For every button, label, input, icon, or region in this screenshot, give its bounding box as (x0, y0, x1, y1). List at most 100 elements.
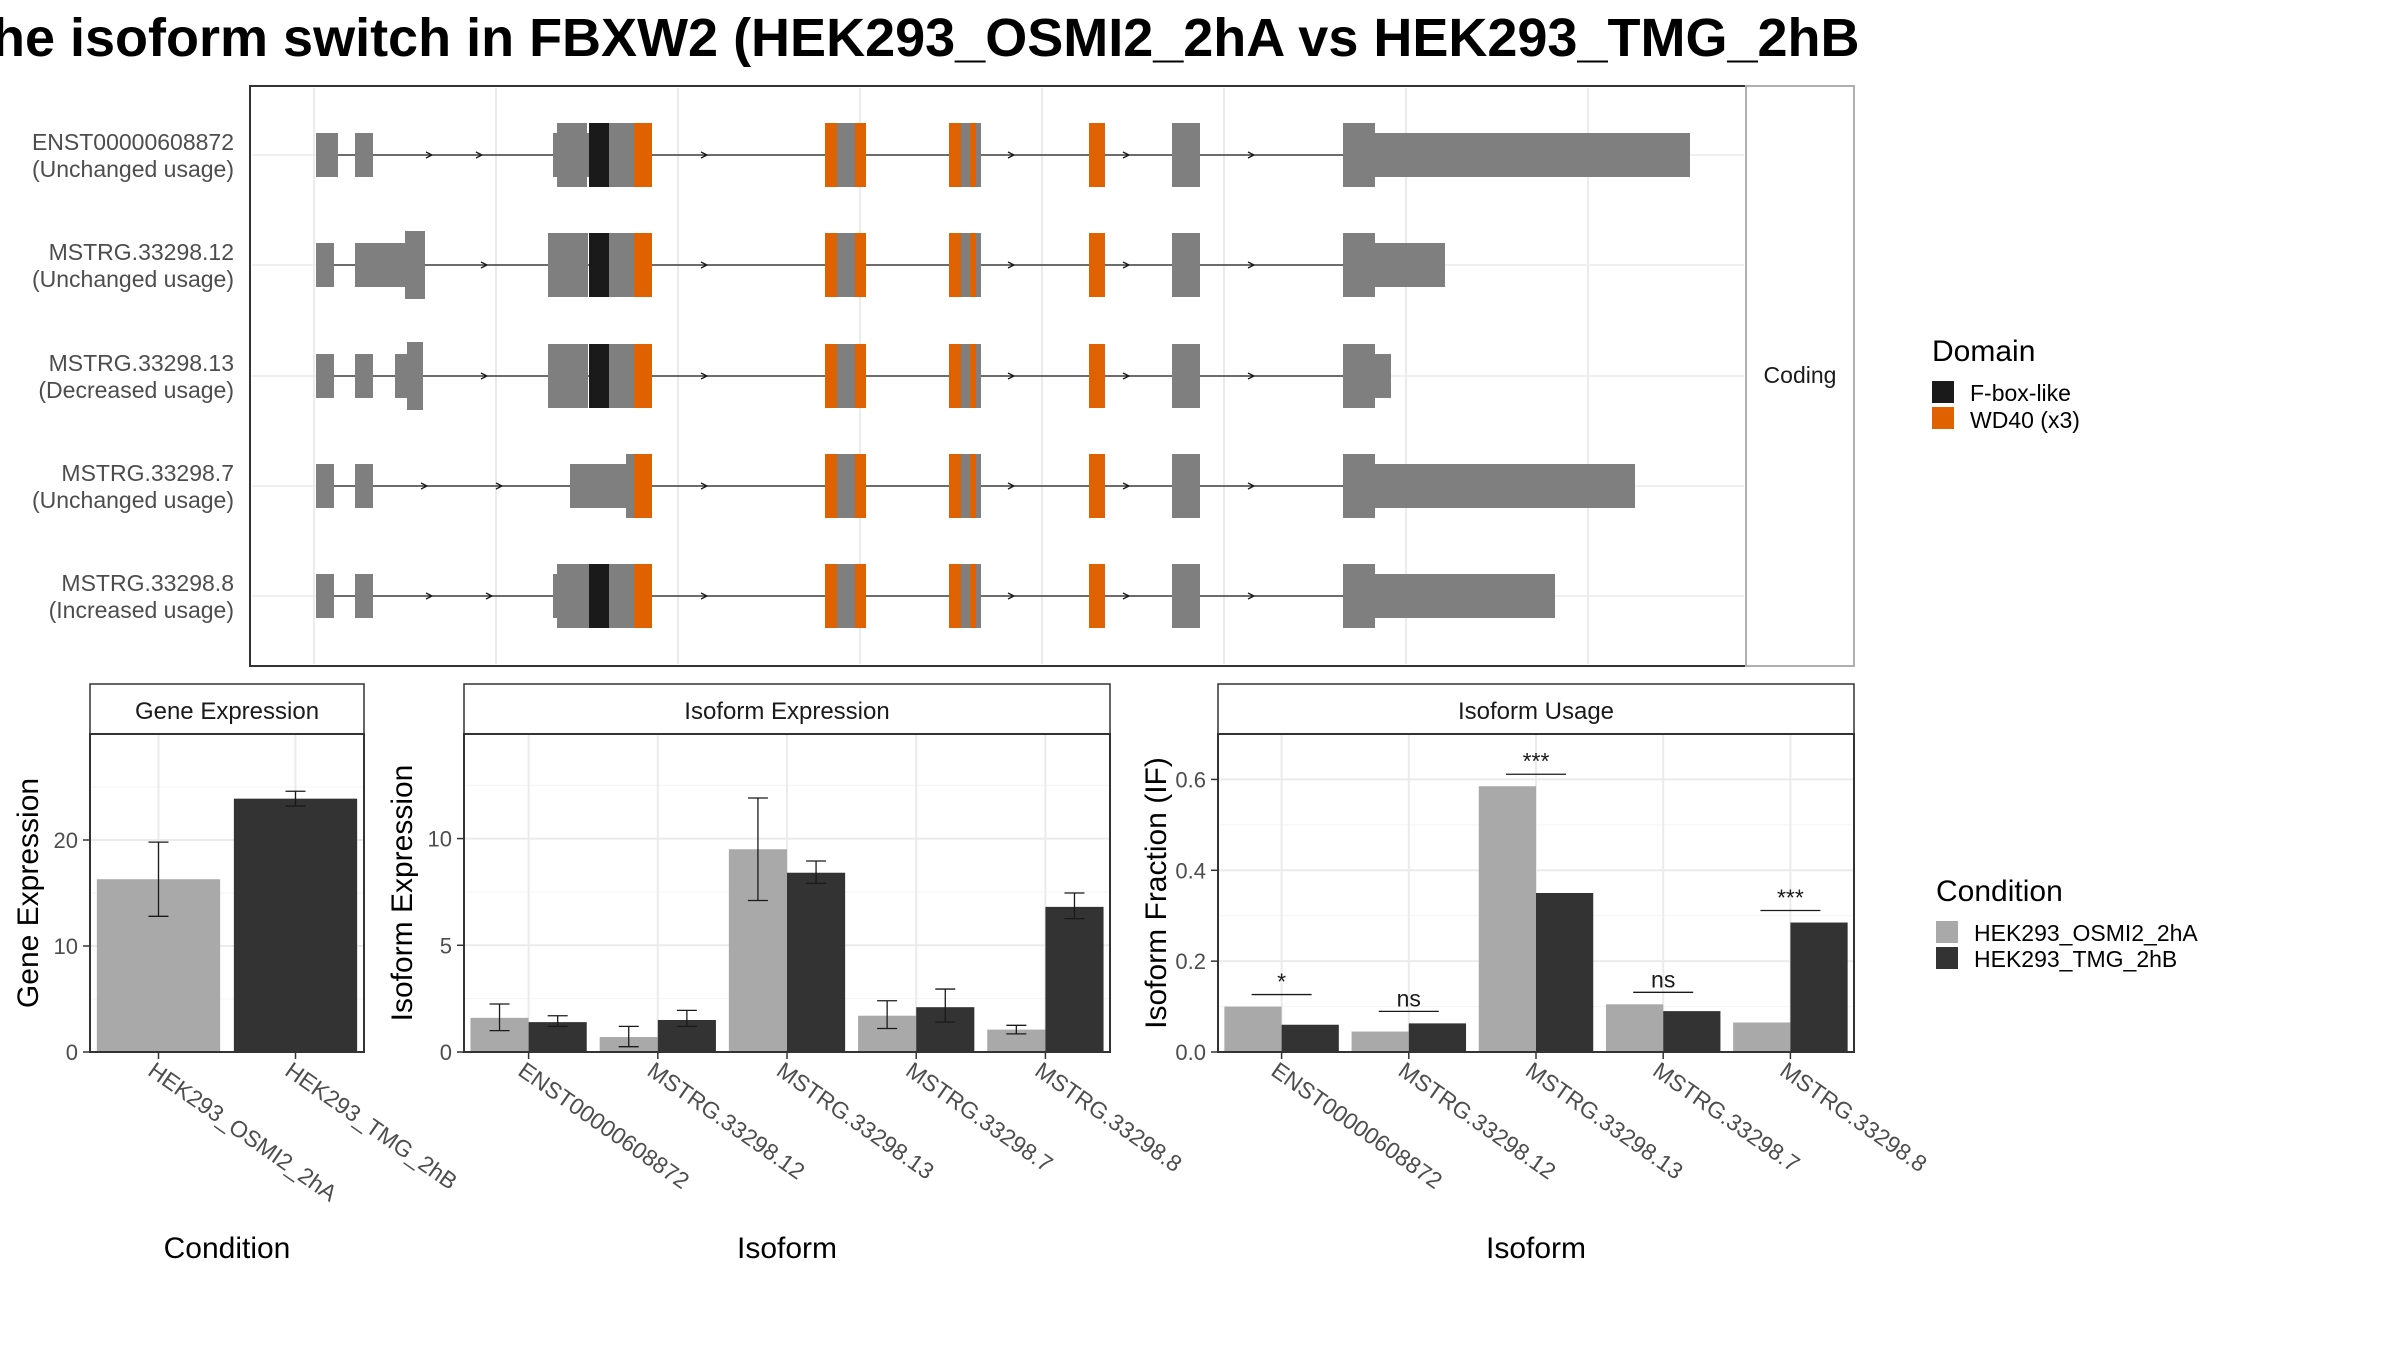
direction-arrow (1122, 151, 1131, 159)
exon (355, 464, 373, 508)
y-tick-label: 10 (428, 827, 452, 852)
panel-strip (463, 683, 1111, 735)
domain-legend-key-fbox (1932, 381, 1954, 403)
bar (1605, 1004, 1664, 1052)
bar (1408, 1023, 1467, 1052)
exon (316, 354, 334, 398)
direction-arrow (1247, 261, 1256, 269)
panel-strip-label: Isoform Usage (1458, 698, 1614, 725)
condition-legend-key-b (1936, 947, 1958, 969)
wd40-domain (1089, 344, 1105, 408)
direction-arrow (1007, 372, 1016, 380)
wd40-domain (634, 564, 652, 628)
y-axis-title: Isoform Fraction (IF) (1140, 757, 1173, 1029)
wd40-domain (1089, 123, 1105, 187)
direction-arrow (700, 592, 709, 600)
exon (1343, 564, 1375, 628)
direction-arrow (700, 261, 709, 269)
direction-arrow (1247, 482, 1256, 490)
exon (548, 344, 588, 408)
condition-legend: Condition HEK293_OSMI2_2hA HEK293_TMG_2h… (1936, 875, 2198, 972)
wd40-domain (949, 344, 961, 408)
exon (609, 233, 637, 297)
condition-legend-title: Condition (1936, 875, 2063, 908)
transcript-usage-label: (Unchanged usage) (32, 266, 234, 292)
direction-arrow (1007, 482, 1016, 490)
coding-strip (1745, 85, 1855, 667)
domain-legend-label-wd40: WD40 (x3) (1970, 407, 2080, 433)
direction-arrow (1007, 592, 1016, 600)
bar (987, 1029, 1046, 1052)
transcript-track (316, 454, 1635, 518)
y-tick-label: 0 (66, 1040, 78, 1065)
exon (1375, 354, 1391, 398)
bar (1045, 906, 1104, 1052)
direction-arrow (1247, 372, 1256, 380)
bar (1351, 1031, 1409, 1052)
exon (405, 231, 425, 299)
direction-arrow (1122, 372, 1131, 380)
direction-arrow (475, 151, 484, 159)
exon (570, 464, 626, 508)
bar (1281, 1024, 1339, 1052)
fbox-domain (589, 123, 609, 187)
domain-legend-key-wd40 (1932, 407, 1954, 429)
exon (1172, 233, 1200, 297)
direction-arrow (1007, 151, 1016, 159)
domain-legend-title: Domain (1932, 335, 2035, 368)
exon (316, 133, 338, 177)
exon (1343, 123, 1375, 187)
y-tick-label: 0.2 (1175, 949, 1206, 974)
transcript-id-label: ENST00000608872 (32, 129, 234, 155)
exon (316, 464, 334, 508)
panel-strip (1217, 683, 1855, 735)
domain-legend-label-fbox: F-box-like (1970, 380, 2071, 406)
transcript-id-label: MSTRG.33298.7 (61, 460, 234, 486)
y-tick-label: 10 (54, 934, 78, 959)
direction-arrow (480, 372, 489, 380)
transcript-labels: ENST00000608872(Unchanged usage)MSTRG.33… (32, 129, 234, 623)
significance-label: * (1277, 969, 1286, 995)
exon (1375, 574, 1555, 618)
exon (609, 123, 637, 187)
wd40-domain (825, 233, 837, 297)
y-tick-label: 0 (440, 1040, 452, 1065)
transcript-usage-label: (Unchanged usage) (32, 487, 234, 513)
transcript-track (316, 123, 1690, 187)
direction-arrow (485, 592, 494, 600)
exon (316, 243, 334, 287)
direction-arrow (425, 592, 434, 600)
isoform-usage-panel: Isoform Usage*ns***ns***0.00.20.40.6ENST… (1140, 683, 1932, 1265)
x-axis-title: Condition (164, 1232, 291, 1265)
exon (557, 123, 587, 187)
exon (355, 354, 373, 398)
fbox-domain (589, 344, 609, 408)
bar (1536, 893, 1594, 1052)
direction-arrow (420, 482, 429, 490)
wd40-domain (1089, 564, 1105, 628)
condition-legend-key-a (1936, 921, 1958, 943)
direction-arrow (1122, 261, 1131, 269)
structure-panel: ENST00000608872(Unchanged usage)MSTRG.33… (32, 85, 1855, 667)
transcript-id-label: MSTRG.33298.13 (49, 350, 234, 376)
bar (1733, 1022, 1791, 1052)
wd40-domain (855, 564, 866, 628)
domain-legend: Domain F-box-like WD40 (x3) (1932, 335, 2080, 433)
transcript-usage-label: (Increased usage) (49, 597, 234, 623)
exon (1343, 233, 1375, 297)
wd40-domain (970, 564, 976, 628)
wd40-domain (949, 123, 961, 187)
transcript-track (316, 564, 1555, 628)
exon (609, 344, 637, 408)
condition-legend-label-b: HEK293_TMG_2hB (1974, 946, 2177, 972)
wd40-domain (970, 123, 976, 187)
direction-arrow (1247, 592, 1256, 600)
wd40-domain (634, 344, 652, 408)
fbox-domain (589, 564, 609, 628)
wd40-domain (949, 454, 961, 518)
bar (787, 872, 846, 1052)
wd40-domain (1089, 233, 1105, 297)
wd40-domain (634, 123, 652, 187)
panel-strip-label: Isoform Expression (684, 698, 889, 725)
y-tick-label: 0.6 (1175, 767, 1206, 792)
